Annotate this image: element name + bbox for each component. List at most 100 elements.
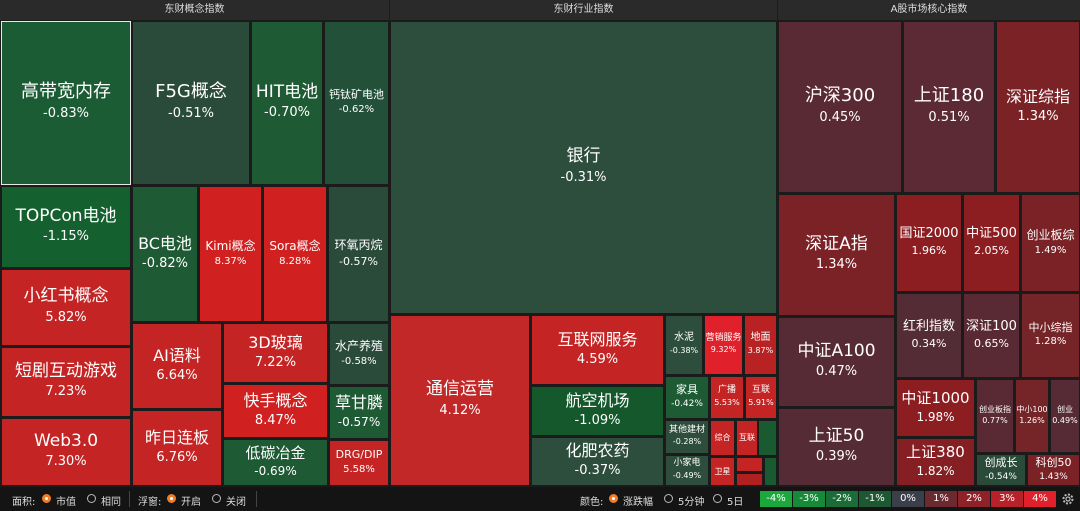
tile[interactable]: 水产养殖 -0.58% bbox=[329, 323, 389, 385]
tile[interactable]: AI语料 6.64% bbox=[132, 323, 222, 409]
tile[interactable]: 航空机场 -1.09% bbox=[531, 386, 664, 436]
tile[interactable]: 深证综指 1.34% bbox=[996, 21, 1080, 193]
tile[interactable]: 地面 3.87% bbox=[744, 315, 777, 375]
tile[interactable]: 上证50 0.39% bbox=[778, 408, 895, 486]
tile[interactable]: 小家电 -0.49% bbox=[665, 455, 709, 486]
radio[interactable] bbox=[167, 494, 176, 503]
tile[interactable]: Kimi概念 8.37% bbox=[199, 186, 262, 322]
color-option[interactable]: 5分钟 bbox=[678, 497, 705, 508]
tile-change: -0.83% bbox=[43, 105, 89, 121]
tile[interactable]: 卫星 bbox=[710, 457, 735, 486]
scale-swatch: 3% bbox=[991, 491, 1023, 507]
radio[interactable] bbox=[713, 494, 722, 503]
tile-change: 5.91% bbox=[748, 397, 774, 407]
tile[interactable]: 中证1000 1.98% bbox=[896, 379, 975, 437]
tile-name: 上证180 bbox=[913, 85, 985, 107]
tile-change: 8.28% bbox=[279, 255, 311, 267]
tile[interactable] bbox=[736, 457, 763, 472]
tile[interactable]: 其他建材 -0.28% bbox=[665, 420, 709, 454]
tile-name: 低碳冶金 bbox=[245, 443, 306, 462]
tile[interactable]: 中证500 2.05% bbox=[963, 194, 1020, 292]
tile[interactable]: 低碳冶金 -0.69% bbox=[223, 439, 328, 486]
tile[interactable]: 短剧互动游戏 7.23% bbox=[1, 347, 131, 417]
tile[interactable]: 小红书概念 5.82% bbox=[1, 269, 131, 346]
color-option[interactable]: 5日 bbox=[727, 497, 744, 508]
tile[interactable]: 科创50 1.43% bbox=[1027, 454, 1080, 486]
tile[interactable]: 红利指数 0.34% bbox=[896, 293, 962, 378]
tile[interactable]: 创业板指 0.77% bbox=[976, 379, 1014, 453]
float-option[interactable]: 开启 bbox=[181, 497, 201, 508]
tile[interactable]: 高带宽内存 -0.83% bbox=[1, 21, 131, 185]
toolbar: 面积: 市值 相同 浮窗: 开启 关闭 颜色: 涨跌幅 5分钟 5日 -4% -3… bbox=[0, 487, 1080, 511]
tile[interactable]: 中小综指 1.28% bbox=[1021, 293, 1080, 378]
float-option[interactable]: 关闭 bbox=[226, 497, 246, 508]
tile[interactable]: 上证380 1.82% bbox=[896, 438, 975, 486]
tile-name: 环氧丙烷 bbox=[334, 237, 383, 252]
tile[interactable]: 国证2000 1.96% bbox=[896, 194, 962, 292]
settings-icon[interactable] bbox=[1061, 492, 1075, 506]
tile[interactable]: 广播 5.53% bbox=[710, 376, 744, 419]
tile[interactable] bbox=[736, 473, 763, 486]
tile-change: 3.87% bbox=[747, 345, 774, 355]
radio[interactable] bbox=[609, 494, 618, 503]
tile[interactable]: 3D玻璃 7.22% bbox=[223, 323, 328, 383]
tile-change: -0.58% bbox=[341, 355, 377, 367]
tile[interactable]: 中证A100 0.47% bbox=[778, 317, 895, 407]
tile-name: Sora概念 bbox=[269, 238, 321, 253]
radio[interactable] bbox=[212, 494, 221, 503]
tile-change: -0.69% bbox=[254, 464, 297, 479]
tile[interactable]: 创业 0.49% bbox=[1050, 379, 1080, 453]
tile-name: BC电池 bbox=[138, 233, 192, 253]
tile[interactable]: 环氧丙烷 -0.57% bbox=[328, 186, 389, 322]
tile[interactable]: 家具 -0.42% bbox=[665, 376, 709, 419]
tile[interactable]: 水泥 -0.38% bbox=[665, 315, 703, 375]
tile[interactable]: 沪深300 0.45% bbox=[778, 21, 902, 193]
tile[interactable]: 创业板综 1.49% bbox=[1021, 194, 1080, 292]
tile[interactable]: 化肥农药 -0.37% bbox=[531, 437, 664, 486]
tile[interactable]: 中小100 1.26% bbox=[1015, 379, 1049, 453]
tile[interactable]: 营销服务 9.32% bbox=[704, 315, 743, 375]
tile-change: 0.39% bbox=[815, 449, 858, 465]
tile-change: 1.26% bbox=[1019, 415, 1045, 425]
tile-change: 5.82% bbox=[45, 309, 87, 325]
radio[interactable] bbox=[87, 494, 96, 503]
tile[interactable]: 互联 bbox=[736, 420, 758, 456]
tile[interactable]: Web3.0 7.30% bbox=[1, 418, 131, 486]
tile[interactable]: 上证180 0.51% bbox=[903, 21, 995, 193]
tile[interactable]: BC电池 -0.82% bbox=[132, 186, 198, 322]
tile[interactable]: 快手概念 8.47% bbox=[223, 384, 328, 438]
scale-swatch: -2% bbox=[826, 491, 858, 507]
radio[interactable] bbox=[42, 494, 51, 503]
tile[interactable]: Sora概念 8.28% bbox=[263, 186, 327, 322]
tile[interactable] bbox=[764, 457, 777, 486]
tile[interactable]: 创成长 -0.54% bbox=[976, 454, 1026, 486]
tile-name: 上证50 bbox=[808, 425, 865, 446]
tile[interactable]: TOPCon电池 -1.15% bbox=[1, 186, 131, 268]
color-option[interactable]: 涨跌幅 bbox=[623, 497, 653, 508]
area-option[interactable]: 相同 bbox=[101, 497, 121, 508]
tile[interactable]: 综合 bbox=[710, 420, 735, 456]
tile-change: 0.65% bbox=[974, 336, 1009, 350]
tile[interactable]: 互联 5.91% bbox=[745, 376, 777, 419]
tile-name: 化肥农药 bbox=[565, 441, 630, 461]
tile[interactable]: 深证A指 1.34% bbox=[778, 194, 895, 316]
tile[interactable]: 通信运营 4.12% bbox=[390, 315, 530, 486]
tile[interactable]: DRG/DIP 5.58% bbox=[329, 440, 389, 486]
tile[interactable]: 深证100 0.65% bbox=[963, 293, 1020, 378]
tile-name: DRG/DIP bbox=[335, 448, 383, 462]
tile[interactable]: 草甘膦 -0.57% bbox=[329, 386, 389, 439]
tile[interactable]: 昨日连板 6.76% bbox=[132, 410, 222, 486]
tile[interactable]: 互联网服务 4.59% bbox=[531, 315, 664, 385]
tile[interactable]: F5G概念 -0.51% bbox=[132, 21, 250, 185]
tile-name: 互联网服务 bbox=[557, 329, 638, 349]
radio[interactable] bbox=[664, 494, 673, 503]
tile[interactable] bbox=[758, 420, 777, 456]
tile-name: 深证A指 bbox=[805, 233, 868, 254]
tile-change: 2.05% bbox=[974, 244, 1009, 258]
area-option[interactable]: 市值 bbox=[56, 497, 76, 508]
tile-change: 6.64% bbox=[156, 367, 198, 383]
tile[interactable]: 钙钛矿电池 -0.62% bbox=[324, 21, 389, 185]
tile[interactable]: HIT电池 -0.70% bbox=[251, 21, 323, 185]
tile[interactable]: 银行 -0.31% bbox=[390, 21, 777, 314]
